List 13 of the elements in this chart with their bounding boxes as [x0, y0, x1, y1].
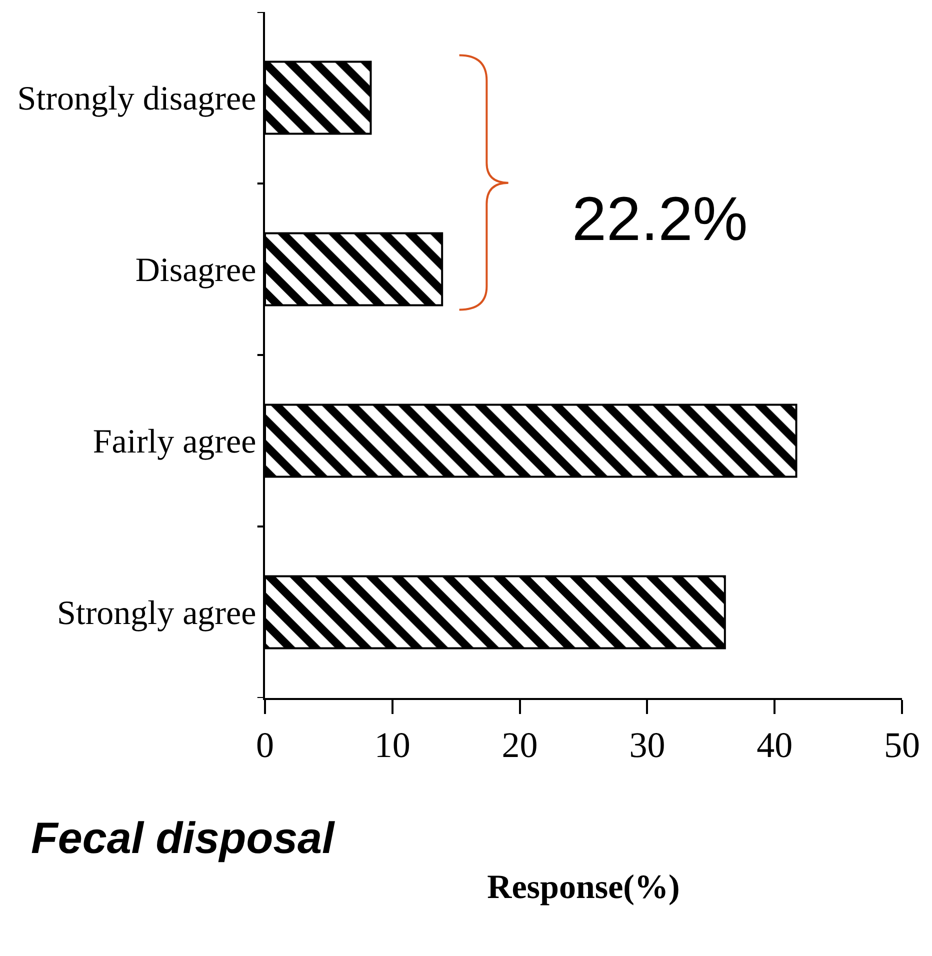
y-tick-label: Strongly disagree [17, 80, 256, 118]
x-tick-label: 10 [374, 725, 410, 766]
y-tick-label: Strongly agree [56, 595, 256, 632]
x-tick-label: 20 [502, 725, 538, 766]
x-axis-title: Response(%) [487, 869, 680, 906]
x-tick-label: 40 [756, 725, 793, 766]
x-tick-label: 0 [256, 725, 274, 766]
annotation: 22.2% [572, 185, 748, 254]
x-tick-label: 30 [629, 725, 666, 766]
text: Fecal disposal [31, 814, 336, 863]
y-tick-label: Fairly agree [92, 424, 256, 461]
y-tick-label: Disagree [135, 252, 256, 290]
x-tick-label: 50 [884, 725, 920, 766]
